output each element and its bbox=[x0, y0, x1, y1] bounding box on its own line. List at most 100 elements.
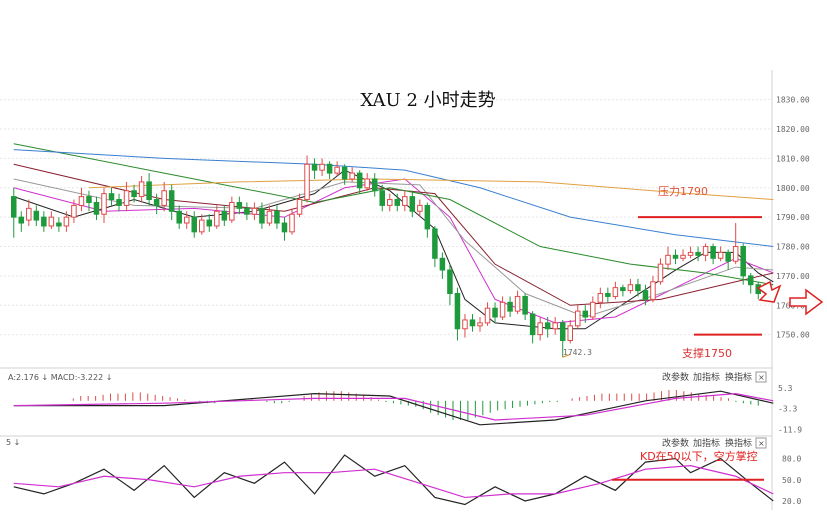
candle-body bbox=[710, 246, 716, 259]
candle-body bbox=[529, 313, 536, 336]
candle-body bbox=[582, 310, 589, 318]
candle-body bbox=[326, 163, 333, 174]
candle-body bbox=[319, 163, 325, 171]
candle-body bbox=[191, 216, 197, 233]
candle-body bbox=[244, 207, 250, 215]
candle-body bbox=[116, 199, 122, 206]
price-tick-label: 1780.00 bbox=[776, 243, 810, 252]
candle-body bbox=[424, 204, 431, 230]
candle-body bbox=[559, 322, 566, 342]
candle-body bbox=[371, 178, 378, 192]
kd-k-line bbox=[13, 454, 774, 506]
candle-body bbox=[627, 284, 634, 292]
macd-histogram bbox=[13, 390, 774, 426]
chart-title: XAU 2 小时走势 bbox=[360, 90, 495, 111]
candle-body bbox=[432, 228, 438, 259]
price-tick-label: 1790.00 bbox=[776, 213, 810, 222]
ma-line-gray bbox=[13, 178, 774, 318]
candle-body bbox=[296, 199, 303, 215]
down-right-arrow-icon bbox=[756, 280, 782, 303]
moving-average-lines bbox=[13, 143, 774, 330]
candle-body bbox=[304, 163, 310, 201]
candle-body bbox=[747, 275, 754, 286]
candle-body bbox=[11, 196, 17, 218]
edit-params-button-kd[interactable]: 改参数 bbox=[662, 437, 689, 449]
ma-line-magenta bbox=[13, 178, 774, 324]
candle-body bbox=[702, 246, 709, 256]
candle-body bbox=[161, 190, 167, 206]
candle-body bbox=[499, 301, 506, 318]
candle-body bbox=[417, 204, 423, 212]
candle-body bbox=[199, 219, 205, 233]
kd-note: KD在50以下，空方掌控 bbox=[640, 449, 758, 463]
macd-tick-label: 5.3 bbox=[778, 384, 793, 393]
candle-body bbox=[447, 269, 453, 295]
candle-body bbox=[341, 166, 348, 180]
ma-line-orange bbox=[88, 178, 774, 201]
add-indicator-button[interactable]: 加指标 bbox=[693, 371, 720, 383]
candlesticks bbox=[11, 155, 761, 358]
candle-body bbox=[63, 216, 70, 227]
candle-body bbox=[93, 201, 100, 215]
candle-body bbox=[26, 207, 32, 221]
right-arrow-icon bbox=[789, 288, 824, 316]
candle-body bbox=[672, 254, 679, 259]
candle-body bbox=[665, 254, 671, 265]
candle-body bbox=[364, 178, 370, 189]
macd-tick-label: -11.9 bbox=[778, 425, 802, 434]
edit-params-button[interactable]: 改参数 bbox=[662, 371, 689, 383]
candle-body bbox=[567, 325, 573, 342]
candle-body bbox=[605, 293, 611, 297]
candle-body bbox=[687, 251, 694, 256]
macd-buttons: 改参数 加指标 换指标 × bbox=[662, 371, 767, 383]
candle-body bbox=[522, 295, 528, 315]
candle-body bbox=[612, 287, 619, 297]
close-icon-box[interactable] bbox=[755, 371, 767, 383]
switch-indicator-button[interactable]: 换指标 bbox=[725, 371, 752, 383]
candle-body bbox=[259, 207, 265, 224]
candle-body bbox=[48, 216, 55, 227]
candle-body bbox=[56, 222, 62, 227]
kd-buttons: 改参数 加指标 换指标 × bbox=[662, 437, 767, 449]
switch-indicator-button-kd[interactable]: 换指标 bbox=[725, 437, 752, 449]
kd-tick-label: 50.0 bbox=[782, 476, 801, 485]
candle-body bbox=[356, 172, 363, 189]
candle-body bbox=[492, 307, 498, 318]
close-icon-kd[interactable]: × bbox=[758, 439, 765, 448]
candle-body bbox=[206, 219, 213, 227]
add-indicator-button-kd[interactable]: 加指标 bbox=[693, 437, 720, 449]
kd-axis: 80.0 50.0 20.0 bbox=[782, 455, 801, 506]
candle-body bbox=[680, 254, 686, 259]
candle-body bbox=[123, 190, 130, 206]
candle-body bbox=[642, 290, 649, 300]
candle-body bbox=[18, 216, 25, 224]
candle-body bbox=[33, 210, 40, 221]
close-icon-box-kd[interactable] bbox=[755, 437, 767, 449]
candle-body bbox=[146, 181, 152, 201]
candle-body bbox=[597, 293, 604, 303]
close-icon[interactable]: × bbox=[758, 373, 765, 382]
candle-body bbox=[695, 251, 701, 256]
candle-body bbox=[552, 322, 558, 330]
candle-body bbox=[439, 257, 446, 271]
ma-line-blue bbox=[13, 149, 774, 248]
candle-body bbox=[334, 166, 340, 174]
price-tick-label: 1810.00 bbox=[776, 154, 810, 163]
grid bbox=[0, 70, 773, 510]
kd-tick-label: 20.0 bbox=[782, 497, 801, 506]
candle-body bbox=[153, 199, 160, 206]
candle-body bbox=[176, 210, 182, 224]
candle-body bbox=[251, 207, 258, 215]
candle-body bbox=[168, 190, 175, 212]
candle-body bbox=[214, 210, 220, 227]
kd-lines bbox=[13, 454, 774, 506]
macd-tick-label: -3.3 bbox=[778, 405, 797, 414]
candle-body bbox=[477, 322, 483, 327]
candle-body bbox=[575, 310, 581, 327]
candle-body bbox=[514, 295, 521, 312]
price-tick-label: 1770.00 bbox=[776, 272, 810, 281]
macd-header: A:2.176 ↓ MACD:-3.222 ↓ bbox=[8, 373, 112, 382]
candle-body bbox=[138, 181, 145, 198]
candle-body bbox=[732, 246, 739, 262]
